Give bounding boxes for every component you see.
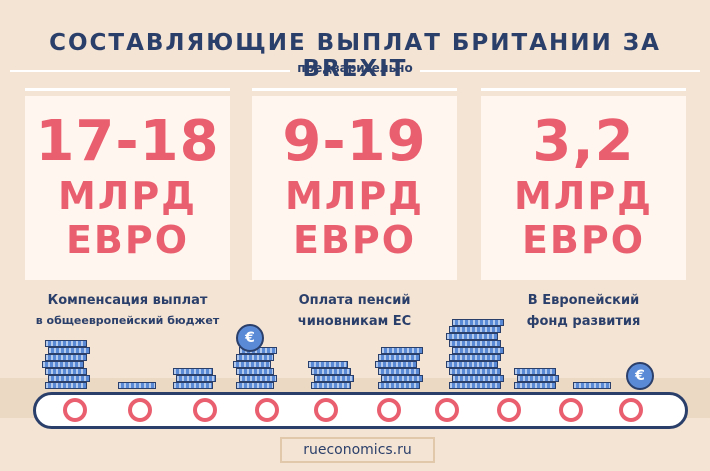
- panel-1-caption-line-1: Компенсация выплат: [47, 293, 208, 308]
- panel-2-caption-line-1: Оплата пенсий: [298, 293, 411, 308]
- header-band: [0, 0, 710, 80]
- coin-icon: [452, 319, 504, 326]
- roller-icon: [377, 398, 401, 422]
- coin-icon: [381, 375, 423, 382]
- coin-icon: [446, 333, 498, 340]
- panel-3-unit-euro: ЕВРО: [521, 218, 646, 262]
- panel-1-amount: 17-18: [35, 109, 220, 174]
- panel-1-unit-euro: ЕВРО: [65, 218, 190, 262]
- subtitle-rule-right: [420, 70, 700, 72]
- coin-icon: [378, 368, 420, 375]
- coin-icon: [378, 354, 420, 361]
- coin-icon: [452, 347, 504, 354]
- coin-icon: [311, 368, 351, 375]
- roller-icon: [497, 398, 521, 422]
- coin-icon: [239, 375, 277, 382]
- coin-icon: [236, 354, 274, 361]
- panel-2-amount: 9-19: [282, 109, 427, 174]
- roller-icon: [435, 398, 459, 422]
- coin-icon: [48, 347, 90, 354]
- euro-coin-icon: €: [626, 362, 654, 390]
- coin-icon: [517, 375, 559, 382]
- panel-1-caption-line-2: в общеевропейский бюджет: [35, 314, 220, 327]
- panel-pensions: [252, 96, 457, 280]
- panel-1-top-line: [25, 88, 230, 91]
- coin-icon: [514, 368, 556, 375]
- coin-icon: [449, 382, 501, 389]
- coin-icon: [449, 354, 501, 361]
- coin-icon: [449, 326, 501, 333]
- coin-icon: [236, 368, 274, 375]
- page-title: СОСТАВЛЯЮЩИЕ ВЫПЛАТ БРИТАНИИ ЗА BREXIT: [49, 30, 661, 82]
- panel-3-amount: 3,2: [532, 109, 635, 174]
- roller-icon: [255, 398, 279, 422]
- coin-icon: [173, 368, 213, 375]
- coin-icon: [378, 382, 420, 389]
- coin-icon: [173, 382, 213, 389]
- panel-compensation: [25, 96, 230, 280]
- coin-icon: [311, 382, 351, 389]
- roller-icon: [619, 398, 643, 422]
- subtitle: предварительно: [297, 61, 413, 75]
- coin-icon: [233, 361, 271, 368]
- coin-icon: [308, 361, 348, 368]
- panel-1-unit-mlrd: МЛРД: [57, 174, 198, 218]
- coin-icon: [48, 375, 90, 382]
- coin-icon: [45, 354, 87, 361]
- coin-icon: [449, 368, 501, 375]
- coin-icon: [375, 361, 417, 368]
- panel-3-top-line: [481, 88, 686, 91]
- coin-icon: [314, 375, 354, 382]
- footer-frame: [280, 437, 435, 463]
- coin-icon: [381, 347, 423, 354]
- coin-icon: [573, 382, 611, 389]
- panel-3-unit-mlrd: МЛРД: [513, 174, 654, 218]
- roller-icon: [63, 398, 87, 422]
- coin-icon: [446, 361, 498, 368]
- panel-2-unit-mlrd: МЛРД: [284, 174, 425, 218]
- coin-icon: [45, 340, 87, 347]
- panel-3-caption-line-1: В Европейский: [527, 293, 640, 308]
- panel-2-unit-euro: ЕВРО: [292, 218, 417, 262]
- coin-icon: [236, 382, 274, 389]
- panel-3-caption-line-2: фонд развития: [526, 314, 641, 329]
- subtitle-rule-left: [10, 70, 290, 72]
- coin-icon: [452, 375, 504, 382]
- coin-icon: [45, 368, 87, 375]
- euro-coin-icon: €: [236, 324, 264, 352]
- panel-2-caption-line-2: чиновникам ЕС: [297, 314, 412, 329]
- source-link[interactable]: rueconomics.ru: [303, 442, 412, 458]
- roller-icon: [559, 398, 583, 422]
- coin-icon: [176, 375, 216, 382]
- roller-icon: [193, 398, 217, 422]
- coin-icon: [514, 382, 556, 389]
- panel-development-fund: [481, 96, 686, 280]
- coin-icon: [449, 340, 501, 347]
- panel-2-top-line: [252, 88, 457, 91]
- coin-icon: [42, 361, 84, 368]
- roller-icon: [128, 398, 152, 422]
- roller-icon: [314, 398, 338, 422]
- coin-icon: [45, 382, 87, 389]
- coin-icon: [118, 382, 156, 389]
